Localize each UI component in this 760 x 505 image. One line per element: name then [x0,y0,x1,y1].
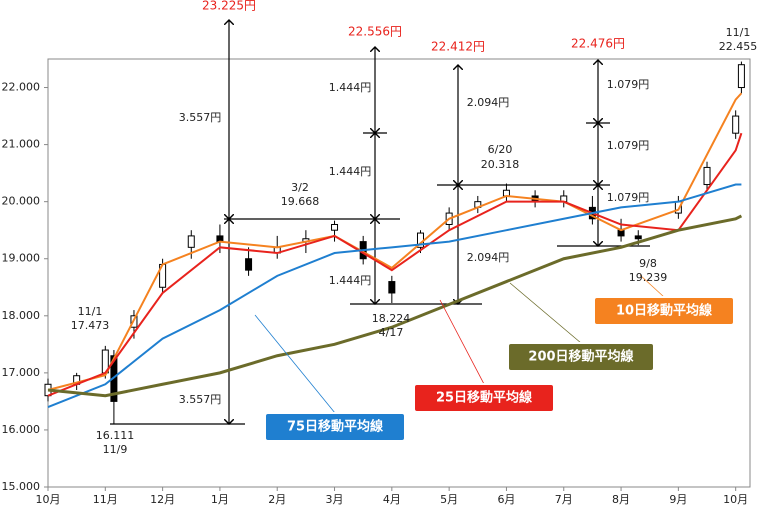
annotation: 1.444円 [329,165,372,178]
ma-line [47,132,743,397]
legend-label: 10日移動平均線 [616,303,713,319]
legend-box-bg [413,383,555,413]
leader-line [439,299,485,385]
x-tick-label: 2月 [268,493,286,505]
legend-label: 200日移動平均線 [528,349,634,365]
y-tick-label: 19.000 [2,252,41,265]
annotation: 1.079円 [607,78,650,91]
leader-line [509,282,582,344]
annotation: 17.473 [71,319,110,332]
legend-label: 25日移動平均線 [436,390,533,406]
ma-line [47,214,743,398]
annotation: 18.224 [372,312,411,325]
y-tick-label: 15.000 [2,480,41,493]
x-tick-label: 7月 [555,493,573,505]
annotation: 19.668 [281,195,320,208]
annotation: 3.557円 [179,111,222,124]
x-tick-label: 5月 [440,493,458,505]
x-tick-label: 1月 [211,493,229,505]
annotation: 1.444円 [329,274,372,287]
plot-frame [47,58,751,488]
legend-box-bg [593,296,735,326]
annotation: 22.455 [719,40,758,53]
annotation: 9/8 [639,257,657,270]
annotation: 22.556円 [348,25,402,39]
ma-line [47,183,742,409]
x-tick-label: 3月 [326,493,344,505]
candle-body [187,235,195,248]
annotation: 22.412円 [431,40,485,54]
annotation: 2.094円 [467,96,510,109]
annotation: 4/17 [379,326,404,339]
x-tick-label: 8月 [612,493,630,505]
legend-box: 25日移動平均線 [413,383,555,413]
annotation: 1.079円 [607,139,650,152]
annotation: 11/1 [726,26,751,39]
annotation: 3.557円 [179,393,222,406]
candle-body [331,223,339,231]
candle-body [634,235,642,240]
annotation: 11/9 [103,443,128,456]
annotation: 6/20 [488,143,513,156]
legend-box: 75日移動平均線 [264,412,406,442]
leader-line [639,274,665,298]
legend-box-bg [264,412,406,442]
annotation: 3/2 [291,181,309,194]
annotation: 11/1 [78,305,103,318]
x-tick-label: 10月 [36,493,61,505]
candle-body [388,281,396,294]
x-tick-label: 9月 [669,493,687,505]
annotation: 1.444円 [329,81,372,94]
legend-box: 200日移動平均線 [507,342,655,372]
y-tick-label: 17.000 [2,366,41,379]
annotation: 23.225円 [202,0,256,13]
x-tick-label: 4月 [383,493,401,505]
legend-label: 75日移動平均線 [287,419,384,435]
x-tick-label: 10月 [723,493,748,505]
y-tick-label: 20.000 [2,195,41,208]
y-tick-label: 22.000 [2,81,41,94]
candle-body [732,115,740,134]
legend-box: 10日移動平均線 [593,296,735,326]
y-tick-label: 16.000 [2,423,41,436]
leader-line [254,314,336,414]
x-tick-label: 6月 [497,493,515,505]
annotation: 2.094円 [467,251,510,264]
annotation: 19.239 [629,271,668,284]
ma-line [47,92,743,391]
annotation: 16.111 [96,429,135,442]
candle-body [703,166,711,186]
x-tick-label: 11月 [93,493,118,505]
legend-box-bg [507,342,655,372]
x-tick-label: 12月 [150,493,175,505]
annotation: 22.476円 [571,37,625,51]
candle-body [737,64,745,89]
y-tick-label: 21.000 [2,138,41,151]
candle-body [245,258,253,271]
y-tick-label: 18.000 [2,309,41,322]
annotation: 20.318 [481,158,520,171]
annotation: 1.079円 [607,191,650,204]
